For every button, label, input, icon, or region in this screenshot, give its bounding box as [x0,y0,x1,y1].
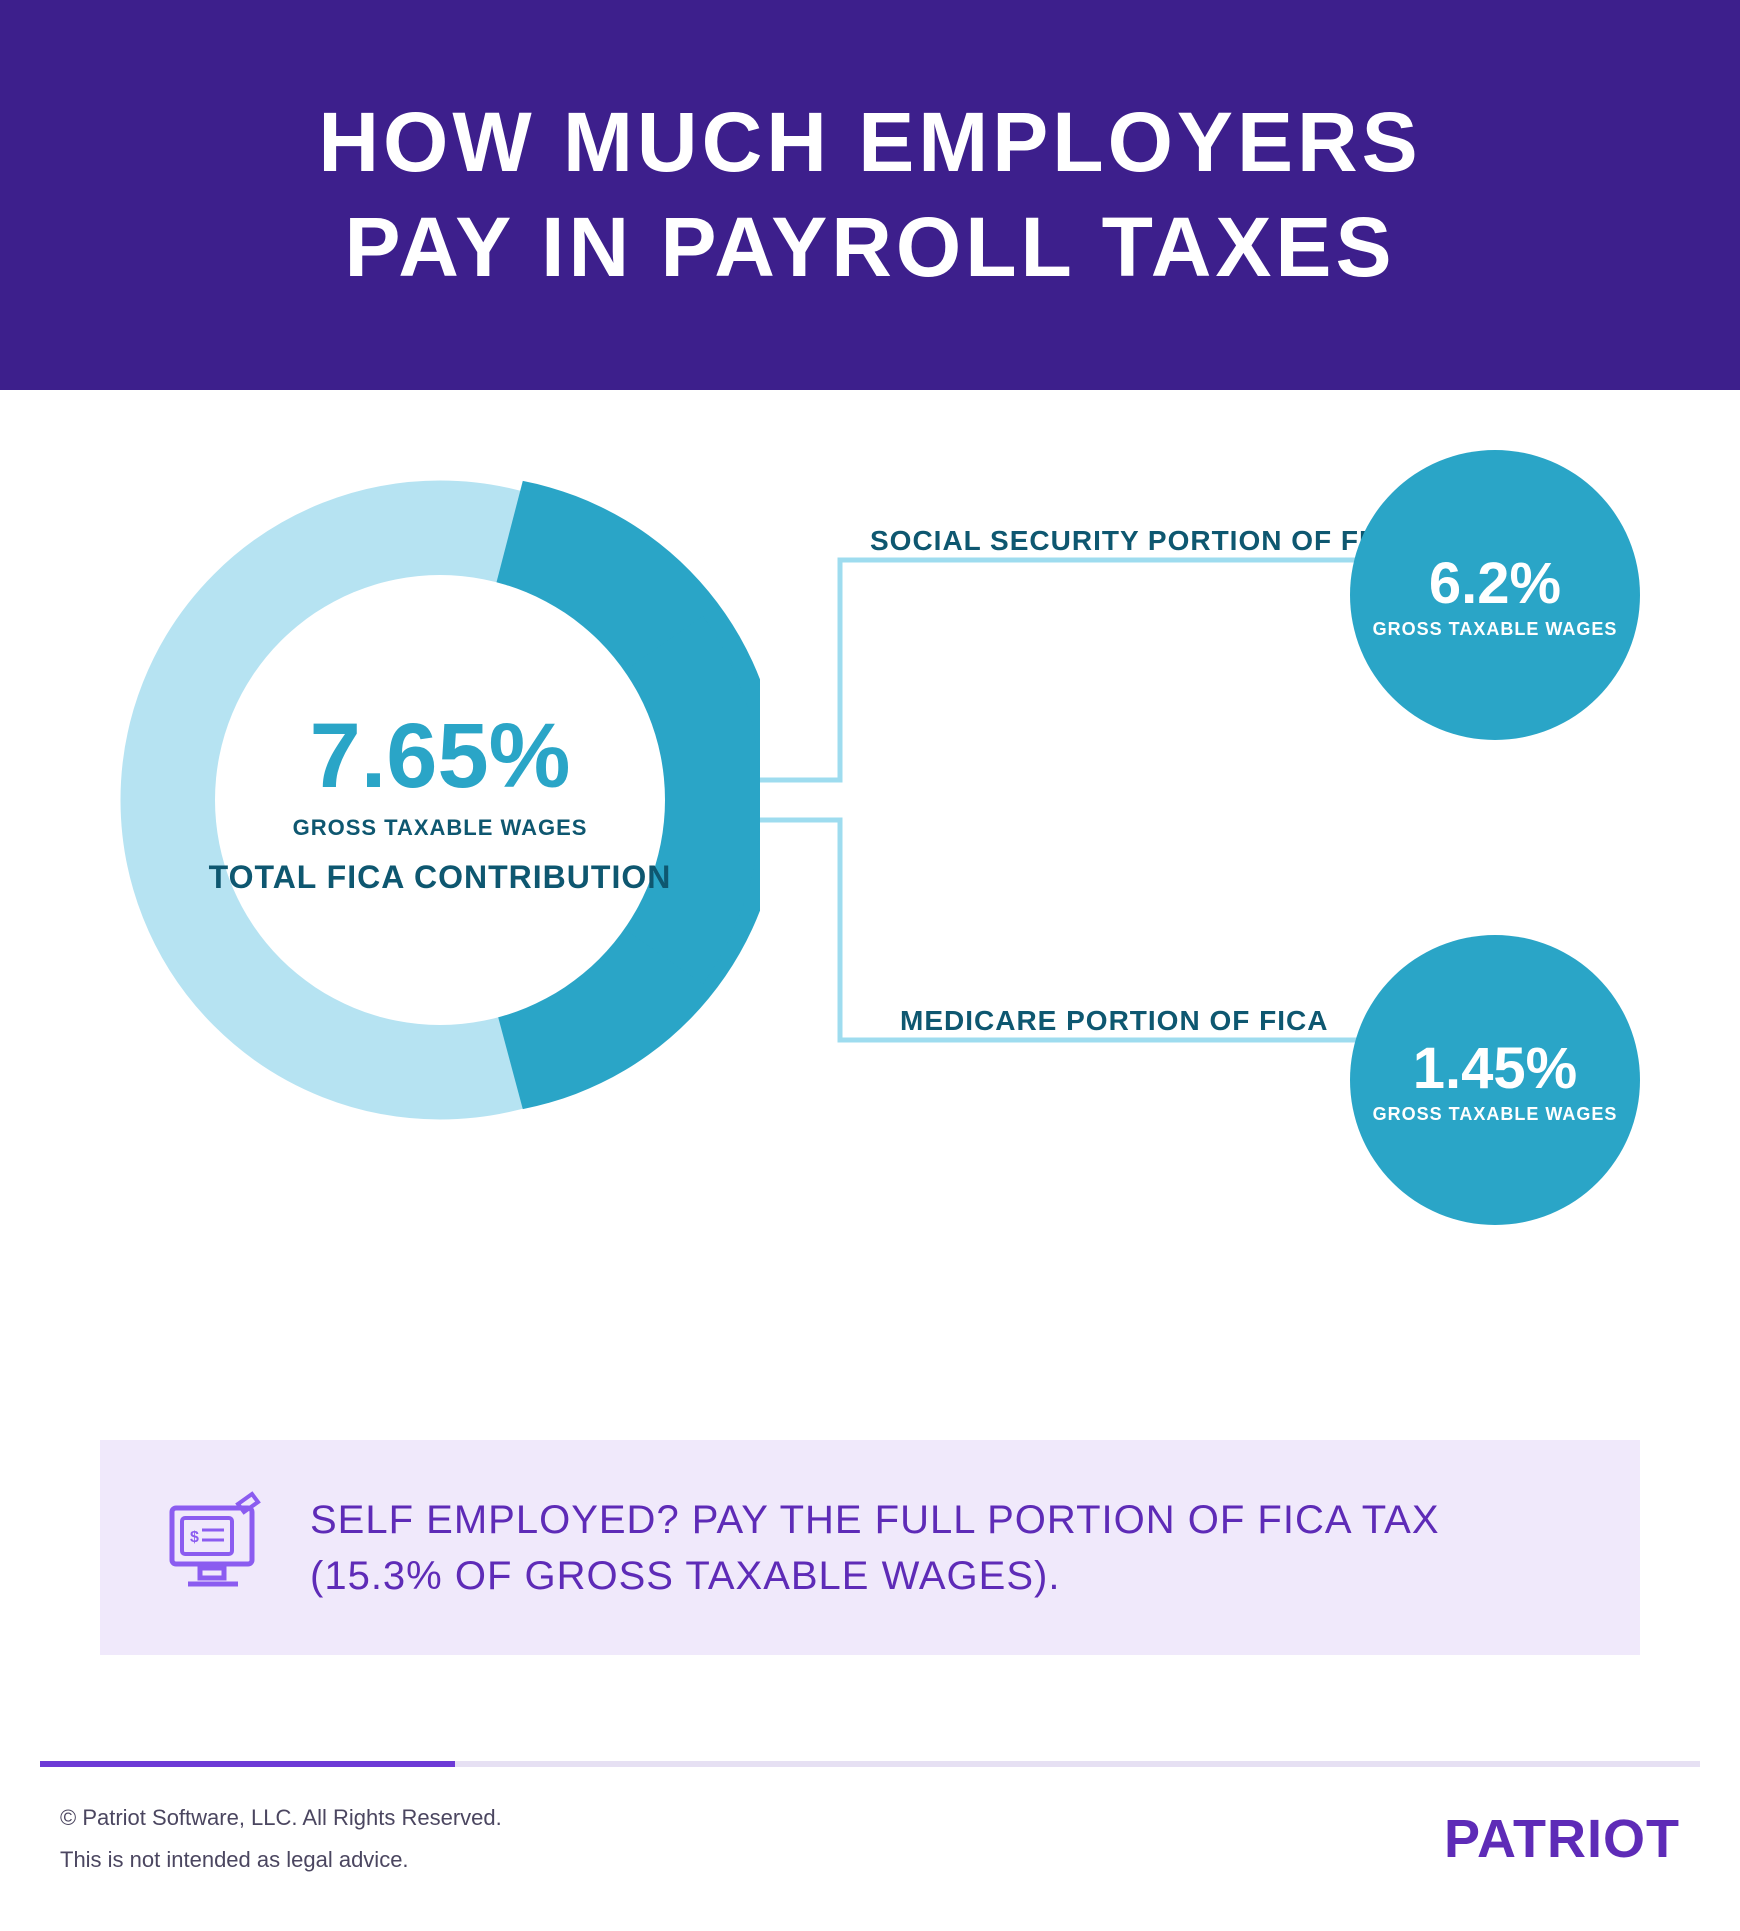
page-title: HOW MUCH EMPLOYERS PAY IN PAYROLL TAXES [40,90,1700,300]
footer: © Patriot Software, LLC. All Rights Rese… [0,1761,1740,1931]
svg-text:$: $ [190,1529,199,1546]
social-security-sublabel: GROSS TAXABLE WAGES [1373,619,1618,640]
footer-legal: © Patriot Software, LLC. All Rights Rese… [60,1797,502,1881]
medicare-bubble: 1.45% GROSS TAXABLE WAGES [1350,935,1640,1225]
social-security-percent: 6.2% [1429,550,1561,617]
medicare-percent: 1.45% [1413,1035,1577,1102]
copyright-text: © Patriot Software, LLC. All Rights Rese… [60,1797,502,1839]
social-security-bubble: 6.2% GROSS TAXABLE WAGES [1350,450,1640,740]
brand-logo: PATRIOT [1444,1808,1680,1870]
medicare-sublabel: GROSS TAXABLE WAGES [1373,1104,1618,1125]
social-security-label: SOCIAL SECURITY PORTION OF FICA [870,525,1410,557]
self-employed-callout: $ SELF EMPLOYED? PAY THE FULL PORTION OF… [100,1440,1640,1655]
disclaimer-text: This is not intended as legal advice. [60,1839,502,1881]
title-line-1: HOW MUCH EMPLOYERS [318,95,1421,189]
title-line-2: PAY IN PAYROLL TAXES [345,200,1396,294]
callout-text: SELF EMPLOYED? PAY THE FULL PORTION OF F… [310,1492,1580,1604]
main-diagram: 7.65% GROSS TAXABLE WAGES TOTAL FICA CON… [0,390,1740,1440]
computer-dollar-icon: $ [160,1490,270,1605]
medicare-label: MEDICARE PORTION OF FICA [900,1005,1328,1037]
header-banner: HOW MUCH EMPLOYERS PAY IN PAYROLL TAXES [0,0,1740,390]
